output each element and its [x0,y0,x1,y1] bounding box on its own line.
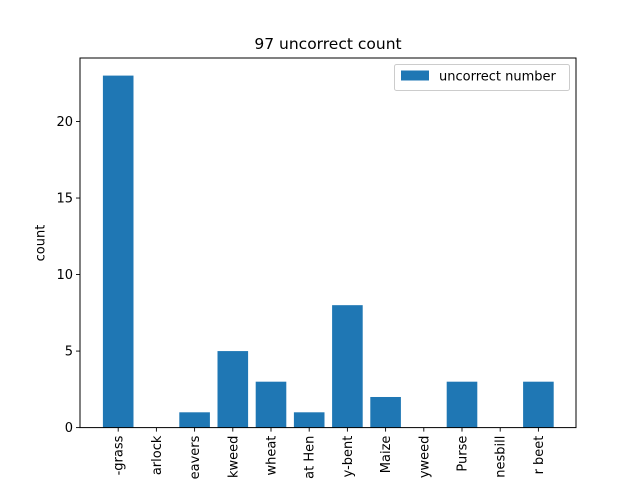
legend-label: uncorrect number [439,70,557,85]
x-tick-label: Maize [379,436,394,474]
x-tick-label: nesbill [494,436,509,478]
bar [179,412,210,428]
x-tick-label: at Hen [303,436,318,479]
x-tick-label: y-bent [341,436,356,478]
chart-title: 97 uncorrect count [254,35,401,53]
legend: uncorrect number [394,64,570,91]
bar [370,396,401,428]
plot-frame [79,57,577,429]
y-axis-label: count [34,225,49,262]
bar [102,75,134,428]
x-tick-label: Purse [456,436,471,472]
bar [255,381,287,428]
bar [332,305,363,428]
legend-swatch [401,70,429,81]
y-axis: 0 5 10 15 20 [56,115,80,436]
x-tick-label: yweed [417,436,432,479]
y-tick-label: 20 [56,115,73,130]
x-tick-label: -grass [112,435,127,475]
bar [523,381,554,428]
bar [293,412,325,428]
x-tick-label: arlock [150,435,165,475]
y-tick-label: 0 [65,421,73,436]
bars-group [102,75,554,428]
x-tick-label: r beet [532,436,547,475]
y-tick-label: 10 [56,268,73,283]
y-tick-label: 15 [56,192,73,207]
x-tick-label: wheat [265,436,280,476]
x-tick-label: kweed [226,436,241,478]
y-tick-label: 5 [65,345,73,360]
legend-box [394,64,570,91]
bar [217,351,249,428]
bar [446,381,478,428]
x-tick-label: eavers [188,435,203,479]
x-axis: -grass arlock eavers kweed wheat at Hen y-bent… [112,427,547,479]
